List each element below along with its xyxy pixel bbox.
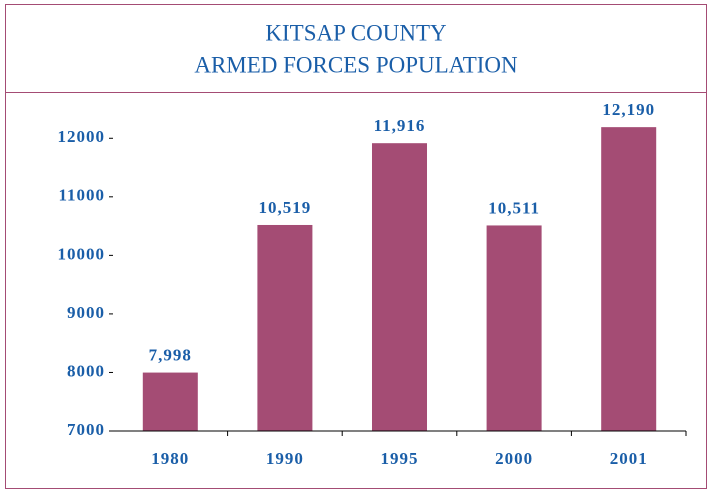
- chart-subtitle: ARMED FORCES POPULATION: [194, 52, 518, 77]
- value-label: 12,190: [602, 100, 655, 119]
- chart-title: KITSAP COUNTY: [265, 20, 447, 45]
- bar: [142, 372, 198, 431]
- value-label: 11,916: [374, 116, 426, 135]
- bar: [371, 143, 428, 431]
- value-label: 10,511: [488, 198, 540, 217]
- y-tick-label: 12000: [58, 127, 106, 146]
- frame: [5, 4, 707, 489]
- value-label: 10,519: [259, 198, 312, 217]
- bar: [486, 225, 542, 431]
- bar: [257, 224, 313, 431]
- y-tick-label: 9000: [67, 303, 105, 322]
- x-tick-label: 2001: [610, 449, 648, 468]
- y-tick-label: 7000: [67, 420, 105, 439]
- x-tick-label: 1990: [266, 449, 304, 468]
- value-label: 7,998: [149, 345, 192, 364]
- x-tick-label: 2000: [495, 449, 533, 468]
- y-tick-label: 11000: [58, 186, 105, 205]
- bar: [601, 127, 657, 431]
- y-tick-label: 8000: [67, 361, 105, 380]
- x-tick-label: 1980: [151, 449, 189, 468]
- y-tick-label: 10000: [58, 244, 106, 263]
- x-tick-label: 1995: [381, 449, 419, 468]
